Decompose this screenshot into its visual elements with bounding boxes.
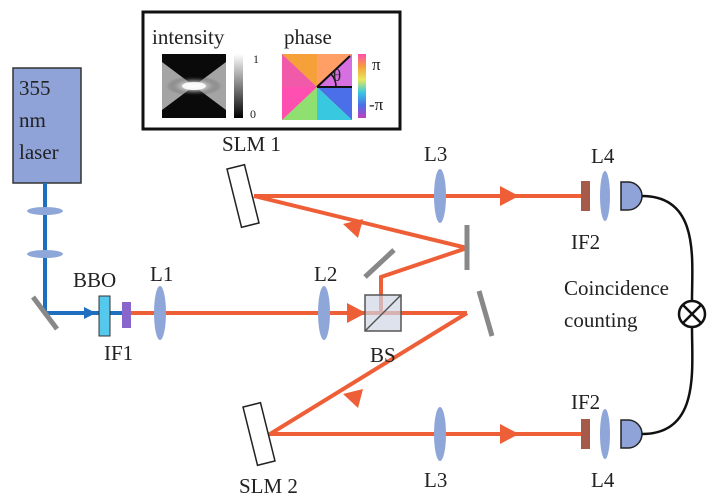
laser-label-line3: laser [19,140,59,164]
intensity-max-label: 1 [253,52,259,66]
phase-label: phase [284,25,332,49]
l4-bottom-label: L4 [591,468,615,492]
lens-l4-top [600,171,610,221]
laser-box [12,67,82,184]
l4-top-label: L4 [591,144,615,168]
pump-lens-bottom [27,250,63,258]
laser-source: 355 nm laser [12,67,82,184]
l3-bottom-label: L3 [424,468,447,492]
l1-label: L1 [150,262,173,286]
intensity-min-label: 0 [250,107,256,121]
if2-bottom-label: IF2 [571,390,600,414]
if2-bottom-filter [581,419,590,449]
l2-label: L2 [314,262,337,286]
mirror-bs-up [363,248,396,279]
coincidence-label-line1: Coincidence [564,276,669,300]
intensity-colorbar [234,54,243,118]
laser-label-line2: nm [19,108,46,132]
lens-l1 [154,286,166,340]
pump-lens-top [27,207,63,215]
if2-top-filter [581,181,590,211]
beam-splitter [364,294,402,332]
lens-l3-top [434,169,446,223]
lens-l2 [318,286,330,340]
bbo-crystal [98,295,111,337]
mirror-bottom-right [476,290,495,337]
slm2-device [242,401,276,467]
slm1-label: SLM 1 [222,132,281,156]
pump-mirror [31,295,59,331]
lens-l3-bottom [434,407,446,461]
phase-colorbar [358,54,366,118]
detector-bottom [620,419,643,449]
coincidence-cable [641,194,694,436]
coincidence-label-line2: counting [564,308,638,332]
phase-min-label: -π [369,95,384,114]
intensity-label: intensity [152,25,225,49]
l3-top-label: L3 [424,142,447,166]
phase-angle-label: θ [333,66,341,85]
intensity-image [162,54,226,118]
if2-top-label: IF2 [571,230,600,254]
if1-label: IF1 [104,341,133,365]
bs-label: BS [370,343,396,367]
mode-inset: intensity 1 0 phase θ π -π [141,10,402,131]
slm2-label: SLM 2 [239,474,298,498]
detector-top [620,181,643,211]
beam-arrows [343,186,519,444]
bbo-label: BBO [73,268,116,292]
phase-max-label: π [372,55,381,74]
phase-image [282,54,352,120]
coincidence-counter-icon [677,299,707,329]
if1-filter [122,302,131,328]
laser-label-line1: 355 [19,76,51,100]
lens-l4-bottom [600,409,610,459]
slm1-device [226,163,260,229]
